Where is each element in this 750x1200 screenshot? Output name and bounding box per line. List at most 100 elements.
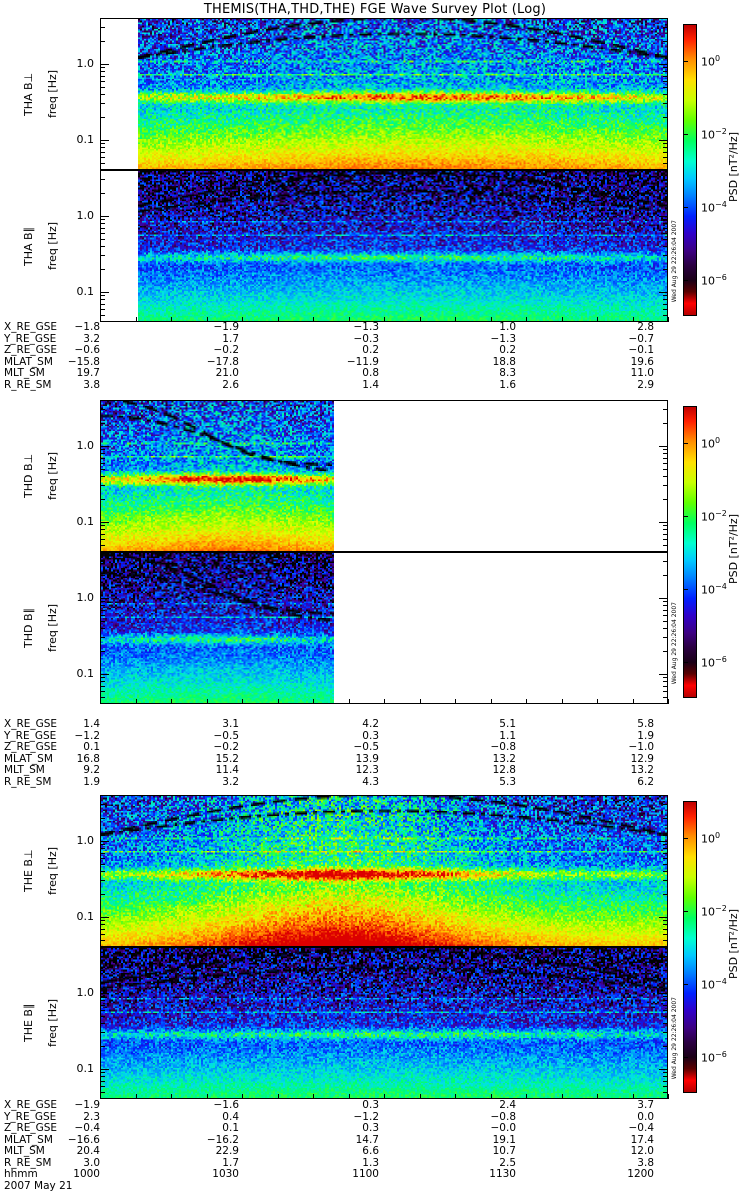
y-minor-tick <box>100 1076 105 1077</box>
ephemeris-value: −0.7 <box>628 332 655 345</box>
x-tick-mark <box>100 317 101 322</box>
x-tick-mark <box>455 317 456 322</box>
y-minor-tick <box>100 233 105 234</box>
y-minor-tick <box>100 476 105 477</box>
ephemeris-row: R_RE_SM 3.0 1.7 1.3 2.5 3.8 <box>4 1156 750 1170</box>
y-tick-mark <box>100 917 109 918</box>
render-timestamp: Wed Aug 29 22:26:04 2007 <box>671 997 678 1080</box>
y-minor-tick <box>100 844 105 845</box>
ephemeris-label: MLT_SM <box>4 1145 45 1157</box>
y-minor-tick <box>663 575 668 576</box>
y-minor-tick <box>663 81 668 82</box>
ephemeris-value: 8.3 <box>499 367 516 379</box>
colorbar-tick-mark <box>684 662 688 663</box>
ephemeris-value: 22.9 <box>215 1145 239 1157</box>
y-minor-tick <box>100 193 105 194</box>
ephemeris-label: MLT_SM <box>4 764 45 776</box>
ephemeris-value: 12.0 <box>630 1145 654 1157</box>
y-minor-tick <box>100 81 105 82</box>
ephemeris-value: 2.9 <box>637 378 654 391</box>
date-label: 2007 May 21 <box>4 1179 73 1192</box>
ephemeris-value: 3.1 <box>222 718 239 730</box>
y-minor-tick <box>100 1072 105 1073</box>
y-minor-tick <box>100 469 105 470</box>
y-minor-tick <box>663 304 668 305</box>
y-minor-tick <box>663 103 668 104</box>
ephemeris-value: 2.3 <box>83 1110 100 1123</box>
y-minor-tick <box>663 239 668 240</box>
y-minor-tick <box>100 103 105 104</box>
y-minor-tick <box>663 18 668 19</box>
ephemeris-value: 17.4 <box>630 1133 654 1146</box>
y-minor-tick <box>663 529 668 530</box>
y-tick-label: 0.1 <box>76 514 95 528</box>
x-tick-mark <box>313 317 314 322</box>
y-minor-tick <box>100 41 105 42</box>
ephemeris-row: Z_RE_GSE −0.6 −0.2 0.2 0.2 −0.1 <box>4 344 750 357</box>
y-minor-tick <box>100 894 105 895</box>
y-tick-mark <box>100 598 109 599</box>
ephemeris-value: −0.0 <box>490 1122 517 1134</box>
y-minor-tick <box>100 996 105 997</box>
y-tick-label: 0.1 <box>76 284 95 298</box>
y-minor-tick <box>663 117 668 118</box>
colorbar-tha <box>683 24 697 316</box>
y-tick-mark <box>659 140 668 141</box>
y-tick-mark <box>100 522 109 523</box>
y-minor-tick <box>663 610 668 611</box>
y-tick-mark <box>659 841 668 842</box>
ephemeris-value: 1.3 <box>362 1156 379 1169</box>
colorbar-tick-label: 10−4 <box>701 976 727 992</box>
y-minor-tick <box>100 1046 105 1047</box>
x-tick-mark <box>491 699 492 704</box>
ephemeris-value: 1.9 <box>83 775 100 788</box>
x-tick-mark <box>242 317 243 322</box>
spectrogram-panel-the-para <box>100 947 668 1099</box>
x-tick-mark <box>171 1094 172 1099</box>
y-minor-tick <box>663 681 668 682</box>
y-minor-tick <box>100 219 105 220</box>
y-minor-tick <box>100 152 105 153</box>
y-minor-tick <box>663 940 668 941</box>
y-minor-tick <box>663 1086 668 1087</box>
x-tick-mark <box>100 1094 101 1099</box>
x-tick-mark <box>420 699 421 704</box>
y-tick-mark <box>100 216 109 217</box>
ephemeris-label: Z_RE_GSE <box>4 344 58 356</box>
x-tick-mark <box>491 317 492 322</box>
x-tick-mark <box>207 317 208 322</box>
y-minor-tick <box>663 1023 668 1024</box>
y-tick-mark <box>659 64 668 65</box>
ephemeris-value: 5.8 <box>637 718 654 730</box>
y-minor-tick <box>100 651 105 652</box>
y-minor-tick <box>100 924 105 925</box>
y-minor-tick <box>663 71 668 72</box>
freq-axis-label: freq [Hz] <box>46 451 59 501</box>
y-minor-tick <box>663 637 668 638</box>
ephemeris-value: 2.8 <box>637 321 654 333</box>
x-tick-mark <box>562 699 563 704</box>
y-tick-label: 1.0 <box>76 56 95 70</box>
y-minor-tick <box>100 934 105 935</box>
ephemeris-value: 19.6 <box>630 355 654 368</box>
ephemeris-label: Y_RE_GSE <box>4 1110 57 1123</box>
y-tick-mark <box>659 292 668 293</box>
colorbar-tick-label: 10−2 <box>701 126 727 142</box>
spectrogram-image <box>101 948 667 1098</box>
ephemeris-row: Y_RE_GSE 3.2 1.7 −0.3 −1.3 −0.7 <box>4 332 750 346</box>
y-minor-tick <box>100 970 105 971</box>
y-minor-tick <box>663 1046 668 1047</box>
ephemeris-value: 13.2 <box>630 764 654 776</box>
ephemeris-row: R_RE_SM 1.9 3.2 4.3 5.3 6.2 <box>4 775 750 789</box>
x-tick-mark <box>633 1094 634 1099</box>
y-minor-tick <box>100 848 105 849</box>
y-minor-tick <box>100 449 105 450</box>
y-minor-tick <box>100 610 105 611</box>
y-minor-tick <box>663 27 668 28</box>
y-minor-tick <box>663 697 668 698</box>
ephemeris-value: −1.6 <box>213 1099 240 1111</box>
y-minor-tick <box>663 552 668 553</box>
ephemeris-value: 0.3 <box>362 1099 379 1111</box>
y-minor-tick <box>100 1023 105 1024</box>
spectrogram-panel-tha-perp <box>100 18 668 170</box>
